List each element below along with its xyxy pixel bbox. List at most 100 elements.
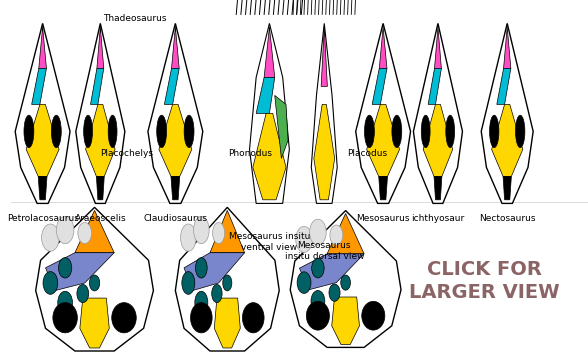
Polygon shape — [97, 27, 103, 68]
Polygon shape — [367, 104, 400, 176]
Ellipse shape — [24, 115, 34, 148]
Ellipse shape — [58, 291, 72, 314]
Ellipse shape — [78, 222, 92, 244]
Ellipse shape — [365, 115, 375, 148]
Polygon shape — [175, 207, 279, 351]
Text: CLICK FOR
LARGER VIEW: CLICK FOR LARGER VIEW — [409, 260, 559, 302]
Polygon shape — [492, 104, 523, 176]
Ellipse shape — [182, 271, 195, 294]
Text: Placochelys: Placochelys — [100, 149, 153, 158]
Polygon shape — [91, 68, 103, 104]
Ellipse shape — [108, 115, 117, 148]
Polygon shape — [372, 68, 387, 104]
Polygon shape — [503, 27, 511, 68]
Polygon shape — [249, 23, 289, 203]
Polygon shape — [171, 176, 180, 200]
Ellipse shape — [421, 115, 430, 148]
Polygon shape — [290, 211, 401, 347]
Polygon shape — [481, 23, 533, 203]
Ellipse shape — [310, 219, 326, 245]
Ellipse shape — [490, 115, 499, 148]
Ellipse shape — [184, 115, 194, 148]
Ellipse shape — [181, 224, 196, 251]
Polygon shape — [321, 27, 328, 86]
Ellipse shape — [446, 115, 455, 148]
Text: Claudiosaurus: Claudiosaurus — [143, 214, 208, 223]
Ellipse shape — [43, 271, 58, 294]
Ellipse shape — [362, 301, 385, 330]
Ellipse shape — [392, 115, 402, 148]
Ellipse shape — [223, 275, 232, 291]
Polygon shape — [435, 27, 442, 68]
Ellipse shape — [195, 258, 207, 278]
Ellipse shape — [193, 216, 209, 244]
Polygon shape — [45, 253, 114, 291]
Text: Mesosaurus
insitu dorsal view: Mesosaurus insitu dorsal view — [285, 241, 364, 261]
Polygon shape — [311, 23, 338, 203]
Polygon shape — [275, 95, 288, 158]
Text: Mesosaurus insitu
ventral view: Mesosaurus insitu ventral view — [229, 232, 310, 252]
Polygon shape — [332, 297, 359, 345]
Polygon shape — [497, 68, 511, 104]
Ellipse shape — [306, 301, 329, 330]
Ellipse shape — [297, 272, 311, 293]
Ellipse shape — [56, 216, 74, 244]
Polygon shape — [86, 104, 115, 176]
Ellipse shape — [157, 115, 166, 148]
Polygon shape — [159, 104, 192, 176]
Ellipse shape — [89, 275, 100, 291]
Ellipse shape — [296, 226, 312, 252]
Polygon shape — [148, 23, 203, 203]
Text: Phonodus: Phonodus — [228, 149, 272, 158]
Ellipse shape — [311, 291, 325, 312]
Polygon shape — [184, 253, 245, 291]
Polygon shape — [96, 176, 104, 200]
Polygon shape — [39, 27, 46, 68]
Polygon shape — [32, 68, 46, 104]
Polygon shape — [210, 210, 245, 253]
Ellipse shape — [191, 303, 212, 333]
Ellipse shape — [341, 275, 350, 290]
Polygon shape — [172, 27, 179, 68]
Ellipse shape — [77, 284, 89, 303]
Ellipse shape — [58, 258, 72, 278]
Polygon shape — [299, 254, 364, 290]
Ellipse shape — [329, 284, 340, 301]
Polygon shape — [76, 23, 125, 203]
Polygon shape — [503, 176, 512, 200]
Ellipse shape — [312, 258, 324, 278]
Polygon shape — [75, 210, 114, 253]
Ellipse shape — [83, 115, 92, 148]
Ellipse shape — [42, 224, 59, 251]
Ellipse shape — [53, 303, 78, 333]
Polygon shape — [314, 104, 335, 200]
Text: Petrolacosaurus: Petrolacosaurus — [6, 214, 79, 223]
Polygon shape — [165, 68, 179, 104]
Text: ichthyosaur: ichthyosaur — [412, 214, 465, 223]
Text: Araeoscelis: Araeoscelis — [75, 214, 126, 223]
Ellipse shape — [213, 222, 225, 244]
Ellipse shape — [112, 303, 136, 333]
Ellipse shape — [516, 115, 525, 148]
Polygon shape — [356, 23, 410, 203]
Polygon shape — [253, 113, 286, 200]
Text: Mesosaurus: Mesosaurus — [356, 214, 410, 223]
Polygon shape — [256, 77, 275, 113]
Polygon shape — [413, 23, 463, 203]
Polygon shape — [80, 298, 109, 348]
Text: Nectosaurus: Nectosaurus — [479, 214, 536, 223]
Polygon shape — [327, 213, 364, 254]
Text: Placodus: Placodus — [348, 149, 387, 158]
Polygon shape — [214, 298, 240, 348]
Polygon shape — [379, 176, 387, 200]
Polygon shape — [264, 27, 275, 77]
Polygon shape — [26, 104, 59, 176]
Ellipse shape — [242, 303, 264, 333]
Polygon shape — [38, 176, 47, 200]
Ellipse shape — [212, 284, 222, 303]
Polygon shape — [434, 176, 442, 200]
Ellipse shape — [195, 291, 208, 314]
Text: Thadeosaurus: Thadeosaurus — [103, 14, 167, 23]
Ellipse shape — [51, 115, 61, 148]
Polygon shape — [15, 23, 70, 203]
